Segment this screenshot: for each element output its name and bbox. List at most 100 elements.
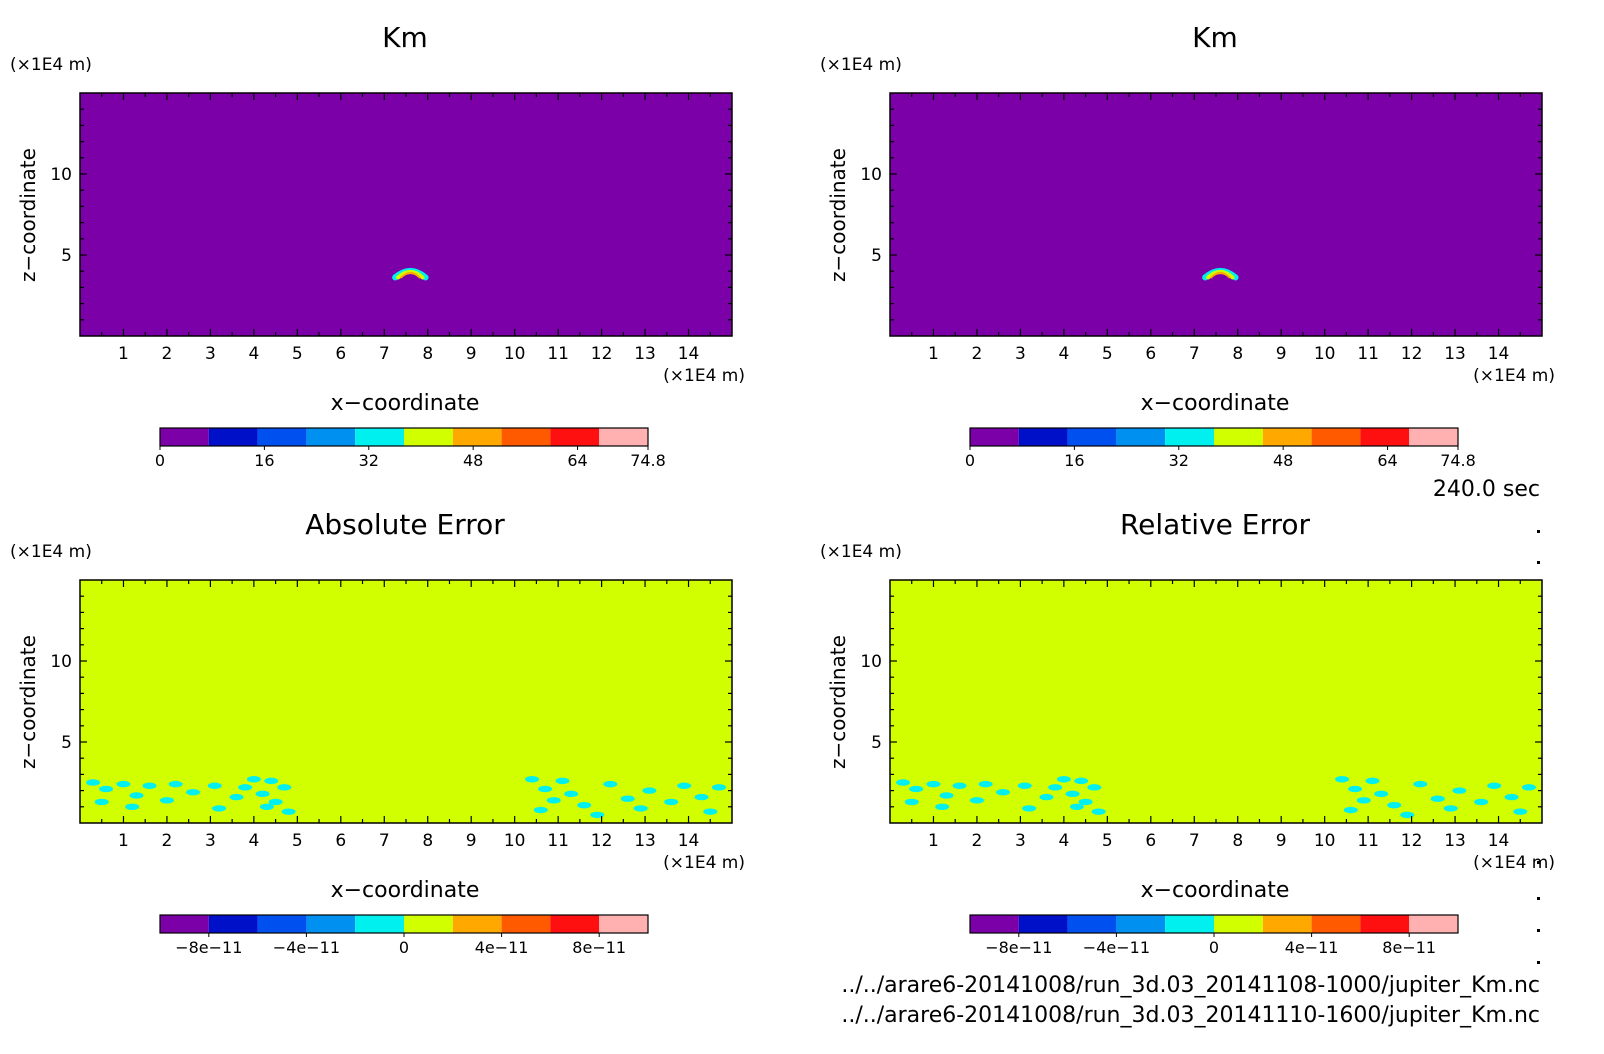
colorbar-segment [355, 915, 404, 933]
y-axis-label: z−coordinate [826, 148, 850, 282]
y-tick-label: 5 [871, 246, 882, 266]
colorbar-segment [208, 915, 258, 933]
x-tick-label: 1 [118, 831, 129, 851]
y-unit-label: (×1E4 m) [10, 542, 92, 562]
heatmap-field [890, 580, 1542, 823]
heatmap-patch [620, 795, 635, 802]
heatmap-patch [577, 801, 592, 809]
heatmap-patch [1452, 787, 1467, 794]
chart-title: Km [382, 21, 428, 54]
heatmap-patch [1335, 776, 1350, 783]
heatmap-patch [538, 785, 553, 793]
heatmap-patch [904, 798, 919, 806]
x-tick-label: 5 [292, 831, 303, 851]
x-tick-label: 10 [1314, 831, 1336, 851]
heatmap-patch [1474, 798, 1489, 806]
x-tick-label: 6 [335, 344, 346, 364]
colorbar-segment [1116, 428, 1166, 446]
colorbar-tick-label: 16 [254, 451, 274, 470]
colorbar-segment [1214, 428, 1263, 446]
colorbar-segment [1409, 428, 1458, 446]
chart-title: Km [1192, 21, 1238, 54]
heatmap-patch [1074, 777, 1089, 785]
colorbar-segment [1262, 915, 1312, 933]
x-unit-label: (×1E4 m) [663, 366, 745, 386]
heatmap-patch [909, 785, 924, 793]
heatmap-patch [1069, 803, 1084, 810]
heatmap-patch [99, 785, 114, 793]
heatmap-patch [996, 789, 1011, 796]
heatmap-patch [1400, 811, 1415, 819]
heatmap-patch [94, 798, 109, 806]
x-tick-label: 8 [422, 344, 433, 364]
heatmap-patch [533, 806, 548, 814]
x-tick-label: 6 [1145, 831, 1156, 851]
heatmap-patch [259, 803, 274, 810]
x-tick-label: 2 [972, 344, 983, 364]
heatmap-patch [1487, 782, 1502, 789]
colorbar: −8e−11 −4e−11 0 4e−11 8e−11 [159, 914, 649, 957]
colorbar-segment [208, 428, 258, 446]
colorbar-tick-label: 48 [463, 451, 483, 470]
heatmap-patch [116, 780, 131, 788]
colorbar-segment [501, 915, 551, 933]
y-axis-label: z−coordinate [16, 148, 40, 282]
heatmap-patch [1387, 801, 1402, 809]
x-tick-label: 1 [928, 344, 939, 364]
colorbar-segment [452, 915, 502, 933]
x-tick-label: 8 [422, 831, 433, 851]
time-label: 240.0 sec [1433, 477, 1540, 502]
x-tick-label: 2 [972, 831, 983, 851]
heatmap-patch [277, 784, 292, 791]
heatmap-patch [1091, 808, 1106, 815]
x-tick-label: 6 [335, 831, 346, 851]
colorbar-frame [969, 427, 1459, 447]
colorbar: 0 16 32 48 64 74.8 [965, 427, 1476, 470]
heatmap-patch [939, 792, 954, 799]
x-tick-label: 10 [1314, 344, 1336, 364]
x-tick-label: 8 [1232, 344, 1243, 364]
heatmap-patch [703, 808, 718, 815]
colorbar-segment [1067, 428, 1117, 446]
colorbar-segment [1214, 915, 1263, 933]
colorbar-segment [306, 915, 356, 933]
x-tick-label: 14 [678, 344, 700, 364]
x-tick-label: 14 [1488, 344, 1510, 364]
heatmap-patch [212, 805, 227, 812]
heatmap-patch [603, 780, 618, 788]
heatmap-patch [1056, 776, 1071, 783]
heatmap-contour-arc [1210, 271, 1231, 279]
colorbar-segment [550, 915, 600, 933]
y-tick-label: 5 [871, 733, 882, 753]
colorbar-segment [452, 428, 502, 446]
heatmap-patch [935, 803, 950, 810]
colorbar-segment [306, 428, 356, 446]
colorbar-segment [1262, 428, 1312, 446]
colorbar-tick-label: 0 [965, 451, 975, 470]
heatmap-patch [664, 798, 679, 806]
colorbar-segment [1116, 915, 1166, 933]
heatmap-patch [207, 782, 222, 789]
heatmap-patch [281, 808, 296, 815]
y-unit-label: (×1E4 m) [820, 55, 902, 75]
heatmap-patch [525, 776, 540, 783]
colorbar-segment [599, 428, 648, 446]
x-tick-label: 13 [634, 831, 656, 851]
colorbar-tick-label: 74.8 [1440, 451, 1476, 470]
x-tick-label: 1 [928, 831, 939, 851]
x-tick-label: 2 [162, 344, 173, 364]
heatmap-patch [952, 782, 967, 789]
x-tick-label: 5 [1102, 831, 1113, 851]
heatmap-patch [1365, 777, 1380, 785]
colorbar-segment [1311, 428, 1361, 446]
x-tick-label: 3 [1015, 831, 1026, 851]
colorbar-segment [970, 428, 1019, 446]
y-unit-label: (×1E4 m) [820, 542, 902, 562]
colorbar-segment [257, 428, 307, 446]
colorbar-segment [1165, 915, 1214, 933]
heatmap-patch [1504, 793, 1519, 801]
x-unit-label: (×1E4 m) [1473, 853, 1555, 873]
heatmap-patch [1078, 798, 1093, 806]
chart-title: Relative Error [1120, 508, 1311, 541]
x-tick-label: 1 [118, 344, 129, 364]
